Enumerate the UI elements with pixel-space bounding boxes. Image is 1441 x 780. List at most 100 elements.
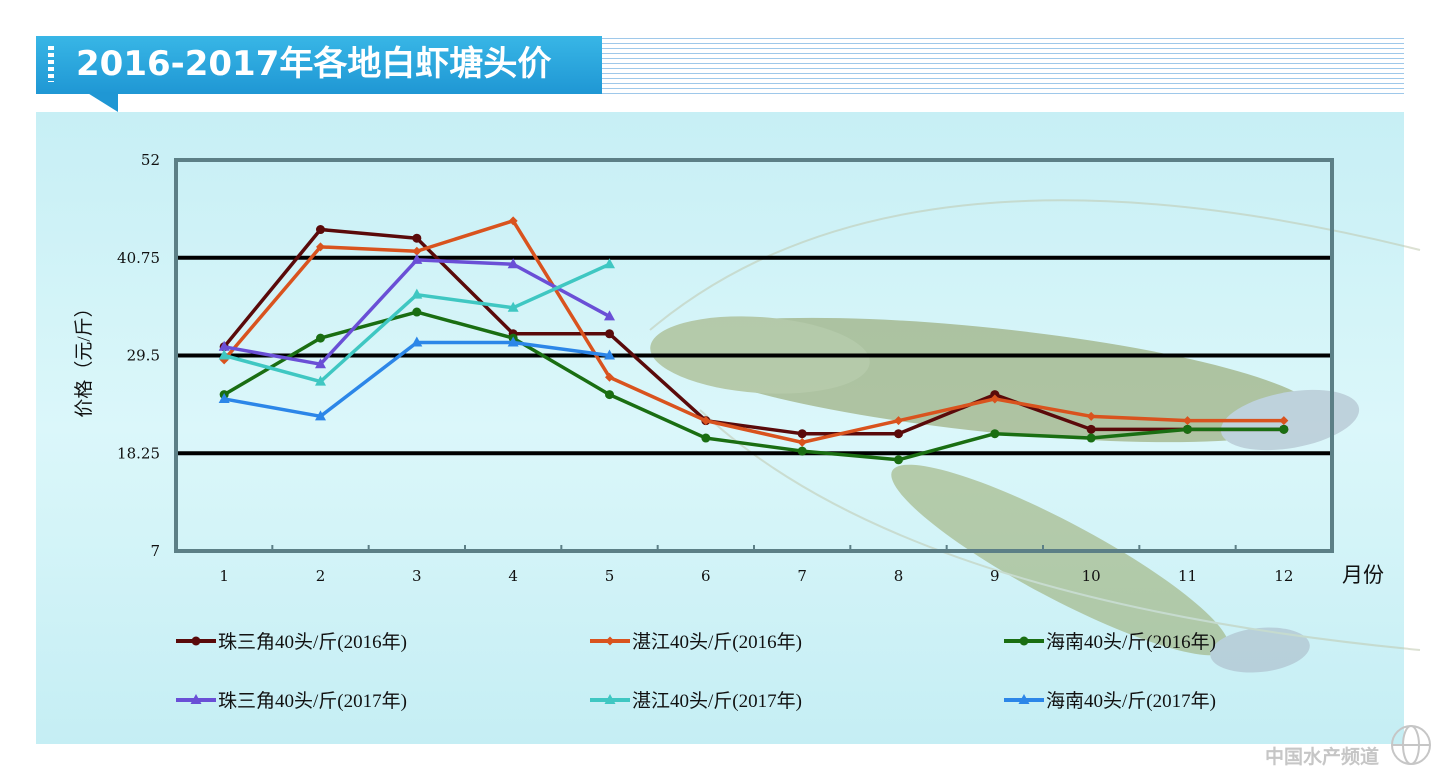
legend-marker	[604, 694, 616, 704]
data-point	[701, 433, 711, 443]
data-point	[412, 307, 422, 317]
legend-label: 海南40头/斤(2017年)	[1046, 690, 1216, 712]
data-point	[411, 253, 423, 264]
series-6	[218, 336, 615, 421]
data-point	[990, 394, 1000, 404]
legend-item: 珠三角40头/斤(2017年)	[176, 690, 407, 712]
data-point	[507, 301, 519, 312]
y-tick-label: 29.5	[127, 347, 160, 365]
legend-item: 湛江40头/斤(2017年)	[590, 690, 802, 712]
data-point	[604, 258, 615, 269]
legend: 珠三角40头/斤(2016年) 湛江40头/斤(2016年) 海南40头/斤(201…	[176, 631, 1216, 712]
legend-label: 珠三角40头/斤(2016年)	[218, 631, 407, 653]
page-title: 2016-2017年各地白虾塘头价	[76, 44, 552, 84]
x-tick-label: 7	[797, 567, 807, 585]
data-point	[315, 375, 326, 386]
x-tick-label: 9	[990, 567, 1000, 585]
y-tick-label: 52	[141, 151, 160, 169]
data-point	[411, 336, 423, 347]
legend-label: 湛江40头/斤(2017年)	[632, 690, 802, 712]
data-point	[1086, 411, 1096, 421]
series-5	[218, 258, 615, 386]
legend-marker	[1018, 694, 1030, 704]
shrimp-illustration	[649, 199, 1421, 673]
y-gridlines	[176, 255, 1332, 456]
data-point	[701, 416, 711, 426]
series-line	[222, 219, 1284, 445]
data-point	[316, 225, 325, 235]
legend-item: 海南40头/斤(2016年)	[1004, 631, 1216, 653]
y-tick-label: 18.25	[117, 444, 160, 462]
data-point	[1279, 416, 1289, 426]
legend-marker	[191, 636, 201, 646]
data-point	[507, 336, 519, 347]
legend-item: 海南40头/斤(2017年)	[1004, 690, 1216, 712]
series-lines	[218, 216, 1289, 465]
legend-item: 珠三角40头/斤(2016年)	[176, 631, 407, 653]
x-tick-label: 2	[316, 567, 326, 585]
globe-logo-icon	[1391, 725, 1431, 765]
data-point	[316, 242, 325, 252]
series-line	[223, 310, 1284, 462]
data-point	[218, 340, 230, 351]
legend-item: 湛江40头/斤(2016年)	[590, 631, 802, 653]
title-banner-dots	[48, 46, 54, 82]
x-tick-label: 3	[412, 567, 422, 585]
data-point	[316, 333, 325, 343]
data-point	[894, 455, 903, 465]
data-point	[1086, 433, 1096, 443]
data-point	[1183, 416, 1192, 426]
x-tick-label: 5	[605, 567, 615, 585]
title-banner	[36, 36, 602, 94]
y-axis-label: 价格（元/斤）	[73, 298, 95, 417]
watermark-text: 中国水产频道	[1265, 746, 1380, 768]
series-2	[219, 216, 1289, 447]
data-point	[1183, 424, 1192, 434]
x-tick-label: 8	[894, 567, 904, 585]
data-point	[507, 258, 519, 269]
data-point	[990, 429, 1000, 439]
data-point	[605, 372, 614, 382]
data-point	[894, 429, 903, 439]
x-tick-label: 10	[1082, 567, 1101, 585]
data-point	[1086, 424, 1096, 434]
x-axis-label: 月份	[1342, 563, 1384, 587]
legend-marker	[190, 694, 202, 704]
data-point	[315, 358, 326, 369]
data-point	[412, 246, 422, 256]
data-point	[797, 437, 807, 447]
series-line	[222, 227, 1284, 436]
header-stripes	[602, 38, 1404, 94]
legend-marker	[605, 636, 615, 646]
y-tick-labels: 7 18.25 29.5 40.75 52	[117, 151, 160, 560]
data-point	[218, 392, 230, 403]
x-tick-label: 12	[1274, 567, 1293, 585]
data-point	[894, 416, 903, 426]
data-point	[412, 233, 422, 243]
title-banner-tail	[86, 92, 118, 112]
y-tick-label: 7	[150, 542, 160, 560]
legend-label: 珠三角40头/斤(2017年)	[218, 690, 407, 712]
x-tick-labels: 1 2 3 4 5 6 7 8 9 10 11 12	[219, 545, 1293, 585]
y-tick-label: 40.75	[117, 249, 160, 267]
data-point	[604, 349, 615, 360]
x-tick-label: 6	[701, 567, 711, 585]
data-point	[508, 216, 518, 226]
legend-label: 湛江40头/斤(2016年)	[632, 631, 802, 653]
series-4	[218, 253, 615, 369]
x-tick-label: 1	[219, 567, 229, 585]
data-point	[218, 349, 230, 360]
data-point	[411, 288, 423, 299]
data-point	[315, 410, 326, 421]
data-point	[605, 390, 614, 400]
x-tick-label: 4	[508, 567, 518, 585]
data-point	[1279, 424, 1289, 434]
data-point	[605, 329, 614, 339]
x-tick-label: 11	[1178, 567, 1197, 585]
data-point	[797, 446, 807, 456]
legend-marker	[1019, 636, 1029, 646]
legend-label: 海南40头/斤(2016年)	[1046, 631, 1216, 653]
data-point	[797, 429, 807, 439]
data-point	[604, 310, 615, 321]
